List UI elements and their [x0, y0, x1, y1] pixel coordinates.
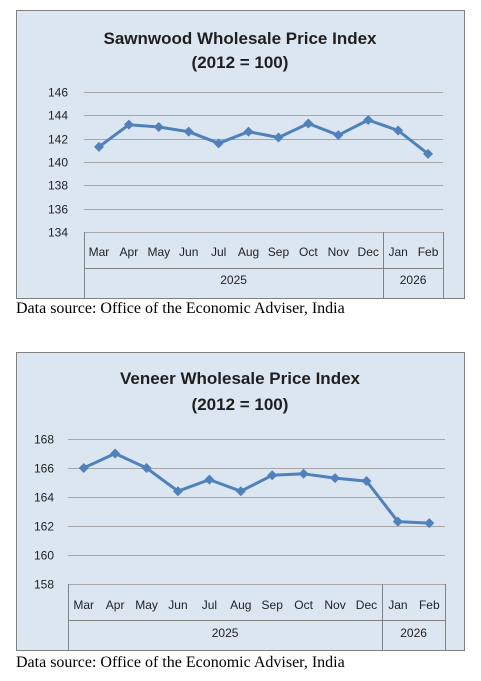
sawnwood-chart-subtitle: (2012 = 100) [192, 53, 289, 72]
veneer-x-tick-label: May [135, 598, 158, 612]
sawnwood-x-tick-label: Jul [211, 245, 226, 259]
sawnwood-chart-background [16, 10, 465, 299]
sawnwood-y-tick-label: 136 [48, 203, 68, 217]
sawnwood-series-line [98, 118, 429, 155]
sawnwood-y-tick-label: 134 [48, 226, 68, 240]
veneer-data-point-apr [110, 448, 121, 459]
veneer-data-point-oct [298, 468, 309, 479]
veneer-x-tick-label: Apr [106, 598, 125, 612]
sawnwood-y-tick-label: 146 [48, 86, 68, 100]
veneer-x-tick-label: Jul [202, 598, 217, 612]
veneer-x-tick-label: Nov [324, 598, 345, 612]
veneer-y-tick-label: 164 [34, 491, 54, 505]
veneer-data-point-dec [361, 476, 372, 487]
veneer-x-tick-label: Sep [262, 598, 284, 612]
sawnwood-data-point-dec [363, 115, 374, 125]
sawnwood-data-source: Data source: Office of the Economic Advi… [16, 300, 345, 317]
veneer-data-point-jul [204, 474, 215, 485]
veneer-x-tick-label: Aug [230, 598, 251, 612]
veneer-data-point-mar [78, 463, 89, 473]
sawnwood-data-point-mar [93, 141, 104, 152]
sawnwood-data-point-may [153, 122, 164, 132]
sawnwood-data-point-feb [423, 148, 434, 159]
veneer-chart-title: Veneer Wholesale Price Index [120, 369, 361, 388]
veneer-x-tick-label: Feb [419, 598, 440, 612]
veneer-x-tick-label: Jun [168, 598, 187, 612]
veneer-year-label: 2026 [400, 626, 427, 640]
veneer-y-tick-label: 162 [34, 520, 54, 534]
sawnwood-x-tick-label: Mar [89, 245, 110, 259]
veneer-x-tick-label: Mar [73, 598, 94, 612]
veneer-series-line [83, 452, 430, 525]
veneer-data-point-feb [424, 518, 435, 529]
veneer-data-point-sep [267, 470, 278, 481]
veneer-y-tick-label: 166 [34, 462, 54, 476]
veneer-x-tick-label: Oct [294, 598, 313, 612]
sawnwood-year-label: 2026 [400, 273, 427, 287]
veneer-y-tick-label: 160 [34, 549, 54, 563]
veneer-chart-subtitle: (2012 = 100) [192, 395, 289, 414]
veneer-data-source: Data source: Office of the Economic Advi… [16, 654, 345, 671]
veneer-data-point-nov [330, 473, 341, 484]
veneer-y-tick-label: 158 [34, 578, 54, 592]
sawnwood-year-label: 2025 [220, 273, 247, 287]
sawnwood-chart-panel: Sawnwood Wholesale Price Index (2012 = 10… [0, 0, 481, 330]
veneer-data-point-aug [235, 486, 246, 497]
sawnwood-data-point-jan [393, 125, 404, 136]
sawnwood-x-tick-label: Jan [388, 245, 407, 259]
sawnwood-x-tick-label: Apr [120, 245, 139, 259]
veneer-data-point-jun [172, 486, 183, 497]
sawnwood-x-tick-label: Nov [328, 245, 349, 259]
sawnwood-y-tick-label: 144 [48, 109, 68, 123]
sawnwood-data-point-jul [213, 138, 224, 149]
sawnwood-x-tick-label: Dec [358, 245, 379, 259]
sawnwood-x-tick-label: Feb [418, 245, 439, 259]
sawnwood-y-tick-label: 142 [48, 133, 68, 147]
sawnwood-data-point-nov [333, 130, 344, 141]
sawnwood-y-tick-label: 140 [48, 156, 68, 170]
veneer-chart-panel: Veneer Wholesale Price Index (2012 = 100)… [0, 350, 481, 681]
veneer-x-tick-label: Dec [356, 598, 377, 612]
veneer-chart: Veneer Wholesale Price Index (2012 = 100)… [16, 352, 465, 651]
sawnwood-x-tick-label: Sep [268, 245, 290, 259]
veneer-data-point-jan [392, 516, 403, 527]
sawnwood-chart-title: Sawnwood Wholesale Price Index [103, 29, 377, 48]
sawnwood-chart: Sawnwood Wholesale Price Index (2012 = 10… [16, 10, 465, 299]
sawnwood-data-point-apr [123, 119, 134, 130]
sawnwood-data-point-sep [273, 132, 284, 143]
veneer-year-label: 2025 [212, 626, 239, 640]
sawnwood-x-tick-label: Oct [299, 245, 318, 259]
veneer-chart-background [16, 352, 465, 651]
veneer-data-point-may [141, 463, 152, 473]
sawnwood-x-tick-label: May [147, 245, 170, 259]
sawnwood-y-tick-label: 138 [48, 179, 68, 193]
veneer-y-tick-label: 168 [34, 433, 54, 447]
sawnwood-x-tick-label: Aug [238, 245, 259, 259]
veneer-x-tick-label: Jan [388, 598, 407, 612]
sawnwood-data-point-aug [243, 126, 254, 137]
sawnwood-x-tick-label: Jun [179, 245, 198, 259]
sawnwood-data-point-oct [303, 118, 314, 129]
sawnwood-data-point-jun [183, 126, 194, 137]
